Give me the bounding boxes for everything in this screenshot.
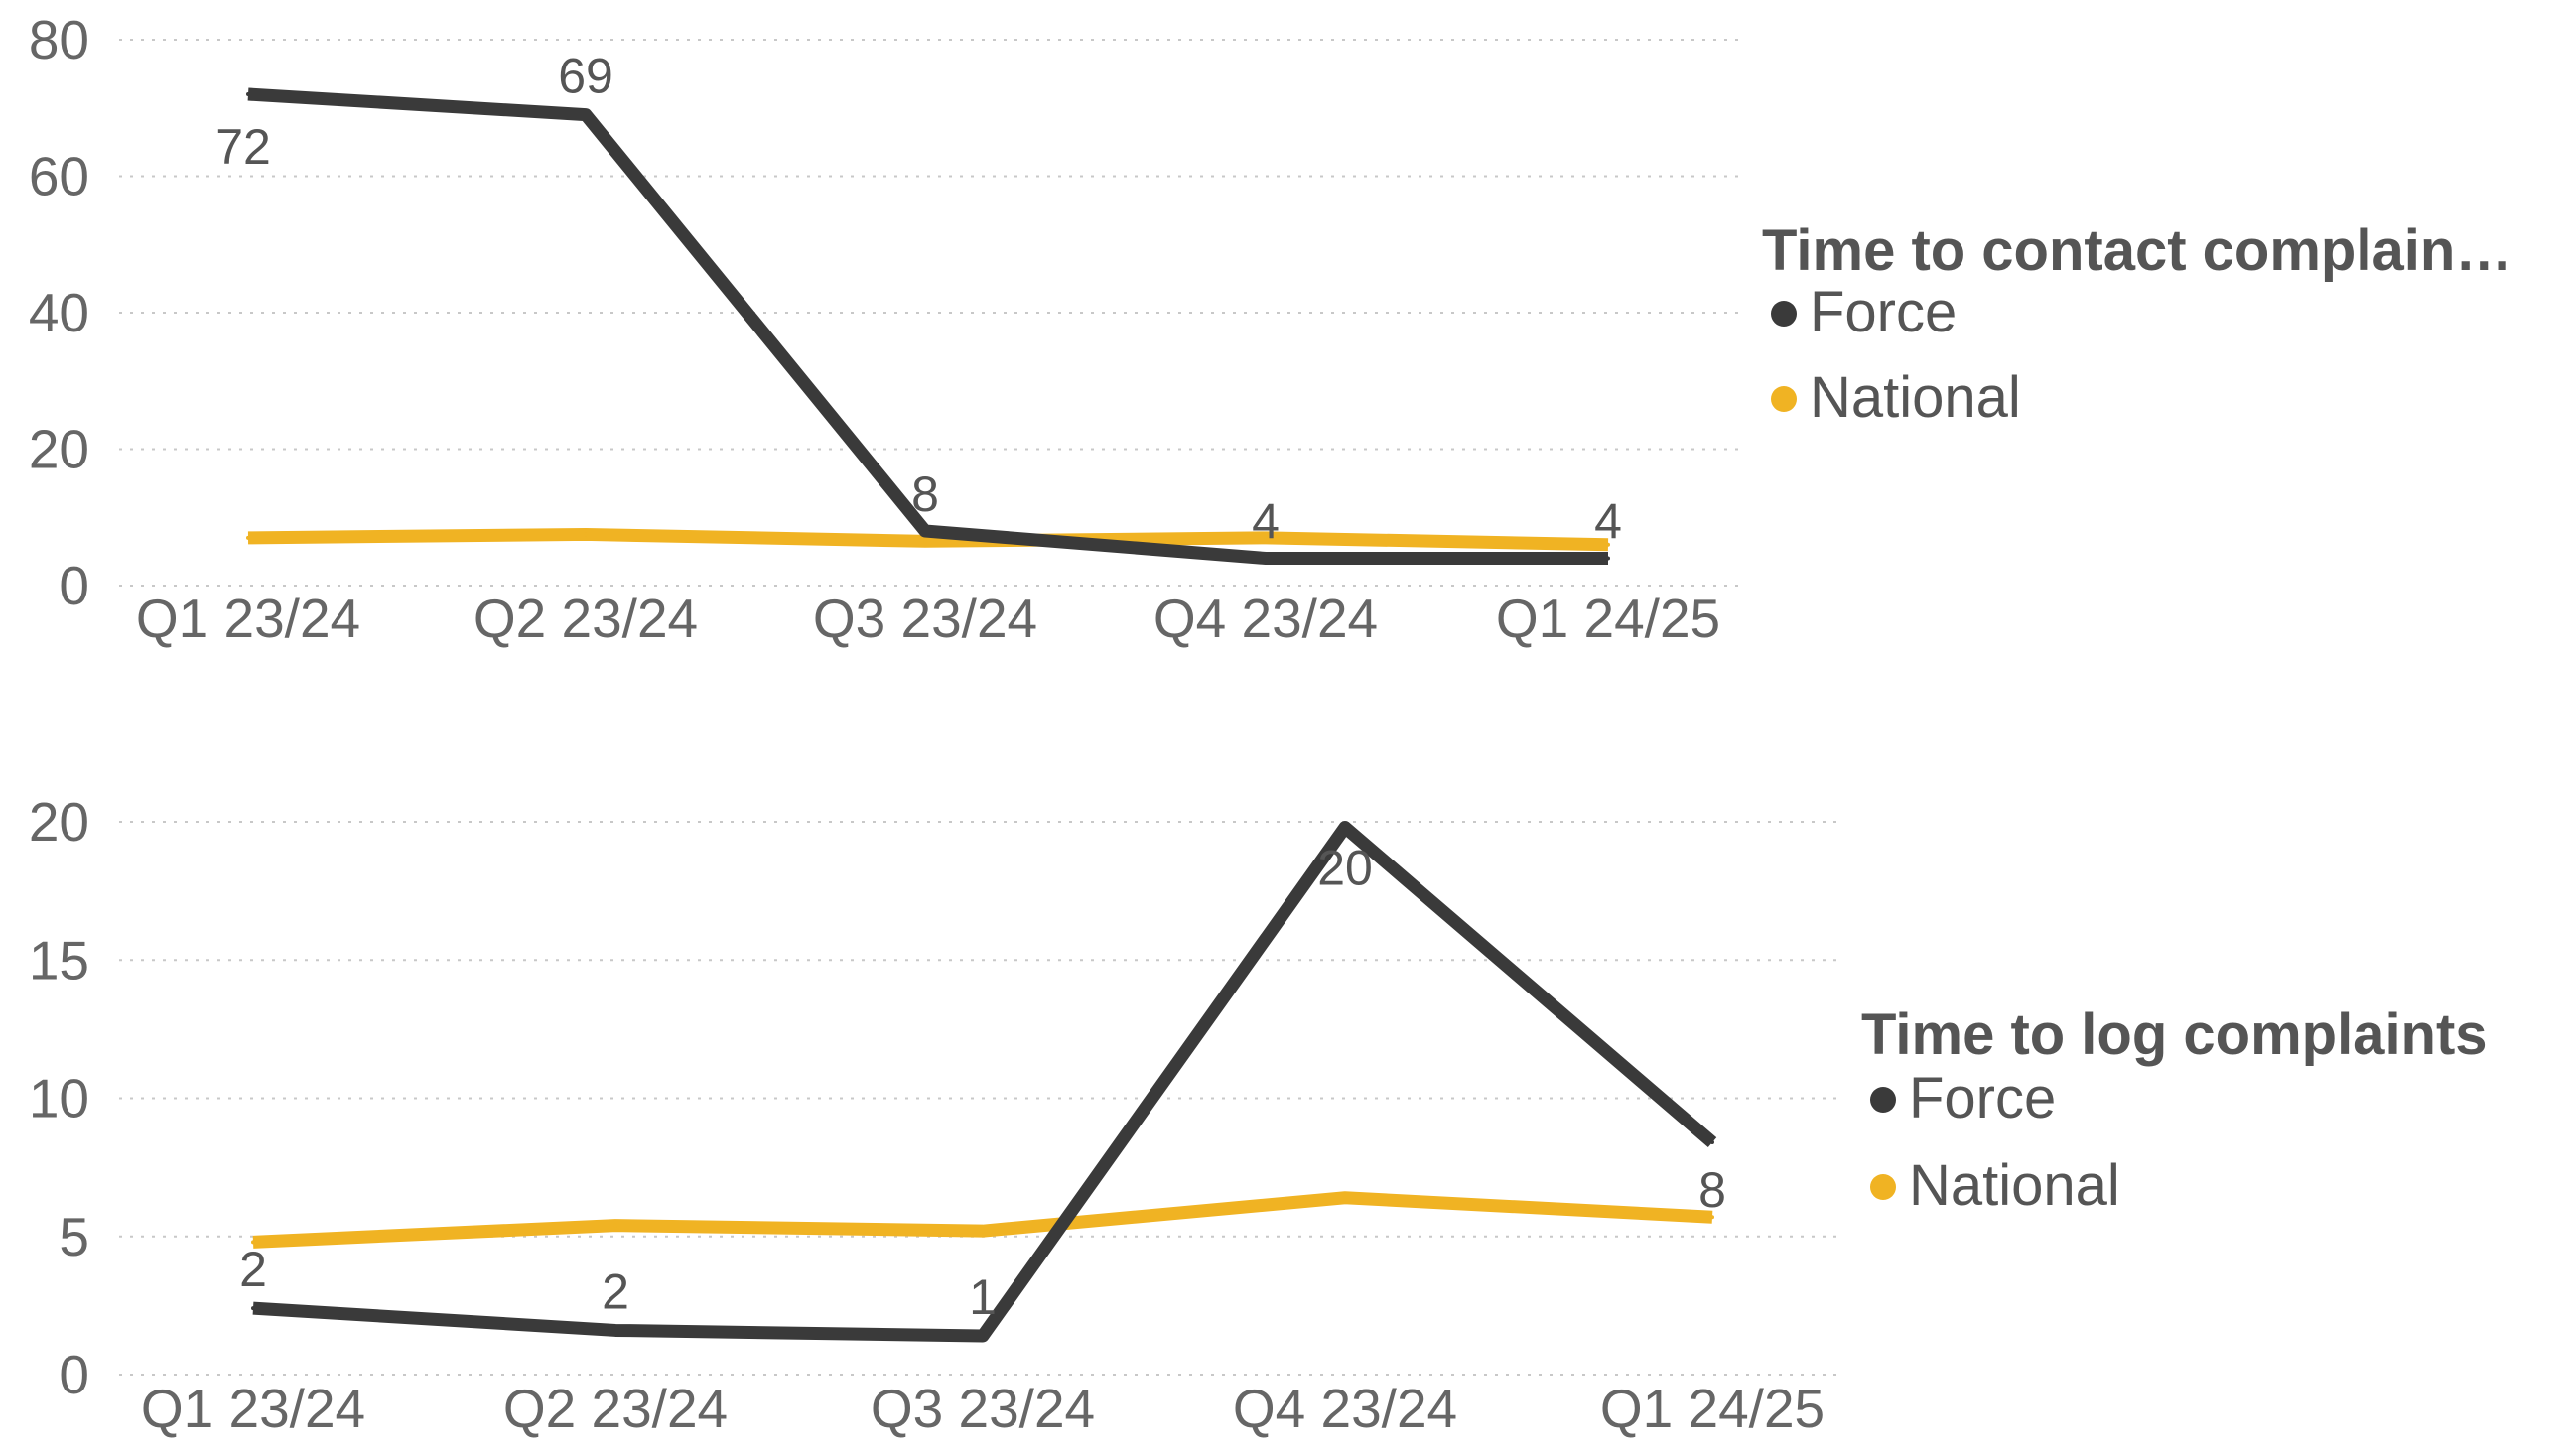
data-point-1-national-1 <box>584 532 588 537</box>
y-tick-label-1-1: 20 <box>29 419 89 480</box>
data-point-1-national-3 <box>1264 535 1268 540</box>
legend-label-1-force: Force <box>1810 280 1957 344</box>
data-point-1-national-2 <box>923 539 927 544</box>
legend-title-2: Time to log complaints <box>1861 1002 2488 1067</box>
legend-label-2-force: Force <box>1909 1066 2056 1130</box>
y-tick-label-1-0: 0 <box>59 555 89 616</box>
data-label-1-1: 69 <box>558 49 613 104</box>
y-tick-label-1-2: 40 <box>29 282 89 343</box>
data-label-2-4: 8 <box>1698 1162 1726 1218</box>
data-point-1-national-4 <box>1606 542 1610 547</box>
data-point-2-national-0 <box>251 1240 255 1245</box>
data-label-1-3: 4 <box>1252 494 1280 550</box>
series-line-2-national <box>252 1191 1713 1249</box>
data-point-2-force-3 <box>1343 825 1347 830</box>
y-tick-label-1-4: 80 <box>29 9 89 70</box>
y-tick-label-2-2: 10 <box>29 1068 89 1129</box>
x-tick-label-2-2: Q3 23/24 <box>871 1378 1095 1439</box>
data-point-1-national-0 <box>246 535 250 540</box>
legend-label-2-national: National <box>1909 1153 2120 1218</box>
data-point-1-force-4 <box>1606 556 1610 561</box>
legend-title-1: Time to contact complain… <box>1762 218 2512 283</box>
data-point-2-national-1 <box>613 1223 617 1228</box>
x-tick-label-1-2: Q3 23/24 <box>813 588 1037 649</box>
data-label-2-0: 2 <box>239 1242 267 1297</box>
legend-marker-2-force <box>1870 1087 1896 1113</box>
x-tick-label-1-0: Q1 23/24 <box>136 588 360 649</box>
data-label-1-2: 8 <box>911 466 939 522</box>
data-label-2-2: 1 <box>969 1269 997 1325</box>
x-tick-label-1-4: Q1 24/25 <box>1496 588 1720 649</box>
x-tick-label-2-4: Q1 24/25 <box>1600 1378 1825 1439</box>
data-point-1-force-0 <box>246 92 250 96</box>
x-tick-label-1-3: Q4 23/24 <box>1153 588 1378 649</box>
data-point-1-force-1 <box>584 112 588 117</box>
legend-marker-2-national <box>1870 1174 1896 1200</box>
x-tick-label-2-3: Q4 23/24 <box>1233 1378 1457 1439</box>
data-point-2-national-4 <box>1710 1215 1714 1220</box>
data-label-1-4: 4 <box>1594 494 1622 550</box>
y-tick-label-2-3: 15 <box>29 929 89 991</box>
x-tick-label-2-0: Q1 23/24 <box>141 1378 365 1439</box>
data-label-1-0: 72 <box>215 119 271 175</box>
y-tick-label-2-0: 0 <box>59 1344 89 1405</box>
data-point-1-force-3 <box>1264 556 1268 561</box>
legend-label-1-national: National <box>1810 365 2021 430</box>
legend-marker-1-force <box>1771 301 1797 327</box>
y-tick-label-2-1: 5 <box>59 1206 89 1267</box>
x-tick-label-1-1: Q2 23/24 <box>473 588 698 649</box>
data-point-2-force-2 <box>981 1334 985 1339</box>
data-point-1-force-2 <box>923 529 927 533</box>
data-point-2-force-1 <box>613 1328 617 1333</box>
data-point-2-national-2 <box>981 1229 985 1234</box>
data-point-2-force-4 <box>1710 1140 1714 1145</box>
series-line-2-force <box>252 821 1717 1343</box>
legend-marker-1-national <box>1771 386 1797 412</box>
y-tick-label-2-4: 20 <box>29 791 89 853</box>
data-point-2-national-3 <box>1343 1195 1347 1200</box>
data-point-2-force-0 <box>251 1306 255 1311</box>
x-tick-label-2-1: Q2 23/24 <box>503 1378 728 1439</box>
data-label-2-1: 2 <box>602 1263 629 1319</box>
data-label-2-3: 20 <box>1317 841 1373 896</box>
y-tick-label-1-3: 60 <box>29 146 89 207</box>
